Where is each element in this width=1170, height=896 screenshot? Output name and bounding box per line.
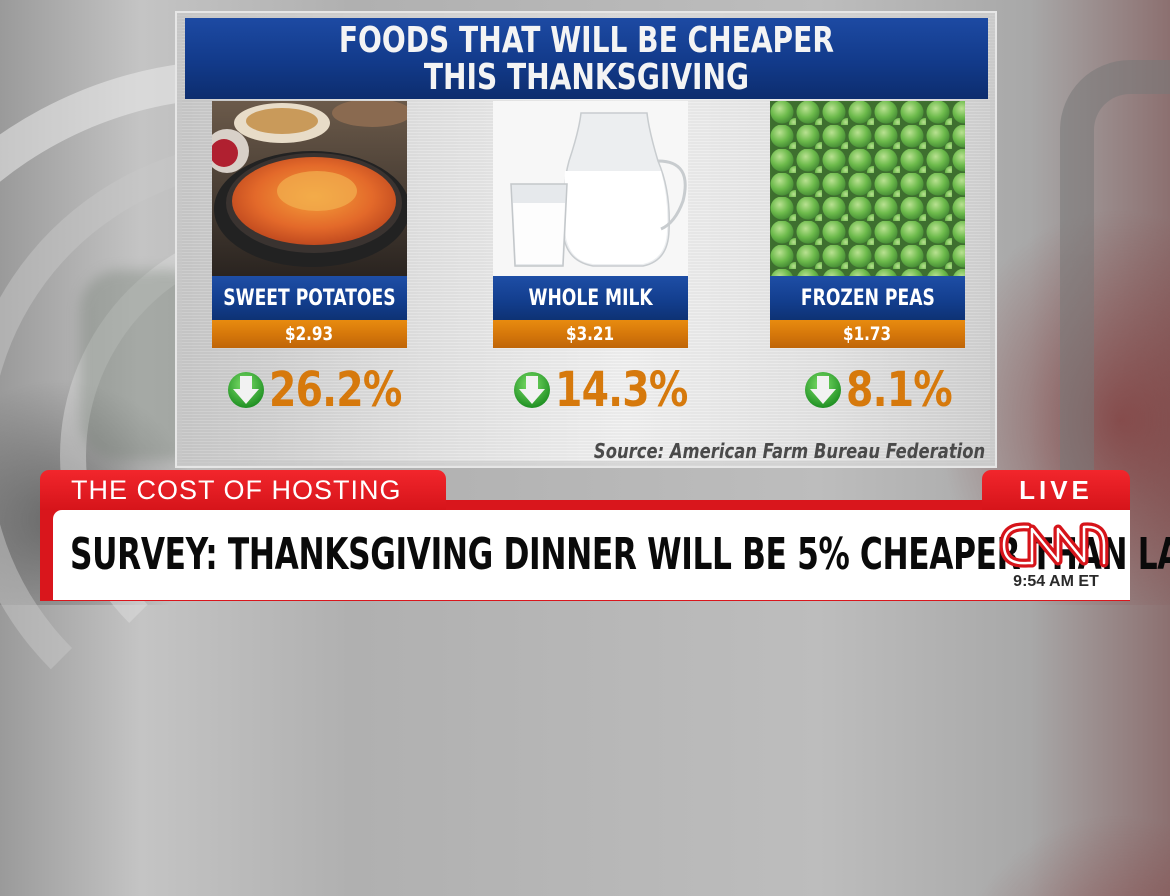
full-screen-graphic: FOODS THAT WILL BE CHEAPER THIS THANKSGI… [175, 11, 997, 468]
food-name-label: FROZEN PEAS [770, 276, 965, 320]
graphic-title-line-2: THIS THANKSGIVING [423, 56, 750, 98]
whole-milk-image [493, 101, 688, 276]
food-price-text: $1.73 [843, 323, 892, 345]
source-credit: Source: American Farm Bureau Federation [593, 439, 985, 463]
frozen-peas-image [770, 101, 965, 276]
food-price-text: $3.21 [566, 323, 615, 345]
price-change-value: 8.1% [846, 362, 953, 418]
kicker-banner: THE COST OF HOSTING [40, 470, 446, 510]
food-name-text: FROZEN PEAS [800, 285, 935, 311]
headline-text: SURVEY: THANKSGIVING DINNER WILL BE 5% C… [70, 529, 1170, 580]
graphic-title-bar: FOODS THAT WILL BE CHEAPER THIS THANKSGI… [185, 18, 988, 99]
price-change-whole-milk: 14.3% [513, 360, 717, 420]
price-change-value: 26.2% [269, 362, 402, 418]
down-arrow-icon [514, 372, 550, 408]
food-name-text: WHOLE MILK [528, 285, 653, 311]
headline-bar [53, 510, 1130, 600]
kicker-text: THE COST OF HOSTING [71, 475, 402, 505]
food-card-whole-milk: WHOLE MILK $3.21 [493, 101, 688, 348]
broadcast-time: 9:54 AM ET [1013, 573, 1099, 590]
sweet-potato-image [212, 101, 407, 276]
food-name-label: WHOLE MILK [493, 276, 688, 320]
graphic-title-line-1: FOODS THAT WILL BE CHEAPER [338, 19, 835, 61]
down-arrow-icon [228, 372, 264, 408]
food-card-frozen-peas: FROZEN PEAS $1.73 [770, 101, 965, 348]
food-name-text: SWEET POTATOES [223, 285, 396, 311]
live-badge: LIVE [982, 470, 1130, 510]
background-cnn-letter [1060, 60, 1170, 514]
down-arrow-icon [805, 372, 841, 408]
cnn-logo-icon [999, 522, 1109, 568]
live-label: LIVE [1019, 474, 1093, 505]
price-change-sweet-potatoes: 26.2% [227, 360, 431, 420]
food-price-label: $2.93 [212, 320, 407, 348]
food-price-label: $3.21 [493, 320, 688, 348]
food-price-label: $1.73 [770, 320, 965, 348]
food-card-sweet-potatoes: SWEET POTATOES $2.93 [212, 101, 407, 348]
food-name-label: SWEET POTATOES [212, 276, 407, 320]
food-price-text: $2.93 [285, 323, 334, 345]
price-change-frozen-peas: 8.1% [804, 360, 975, 420]
price-change-value: 14.3% [555, 362, 688, 418]
